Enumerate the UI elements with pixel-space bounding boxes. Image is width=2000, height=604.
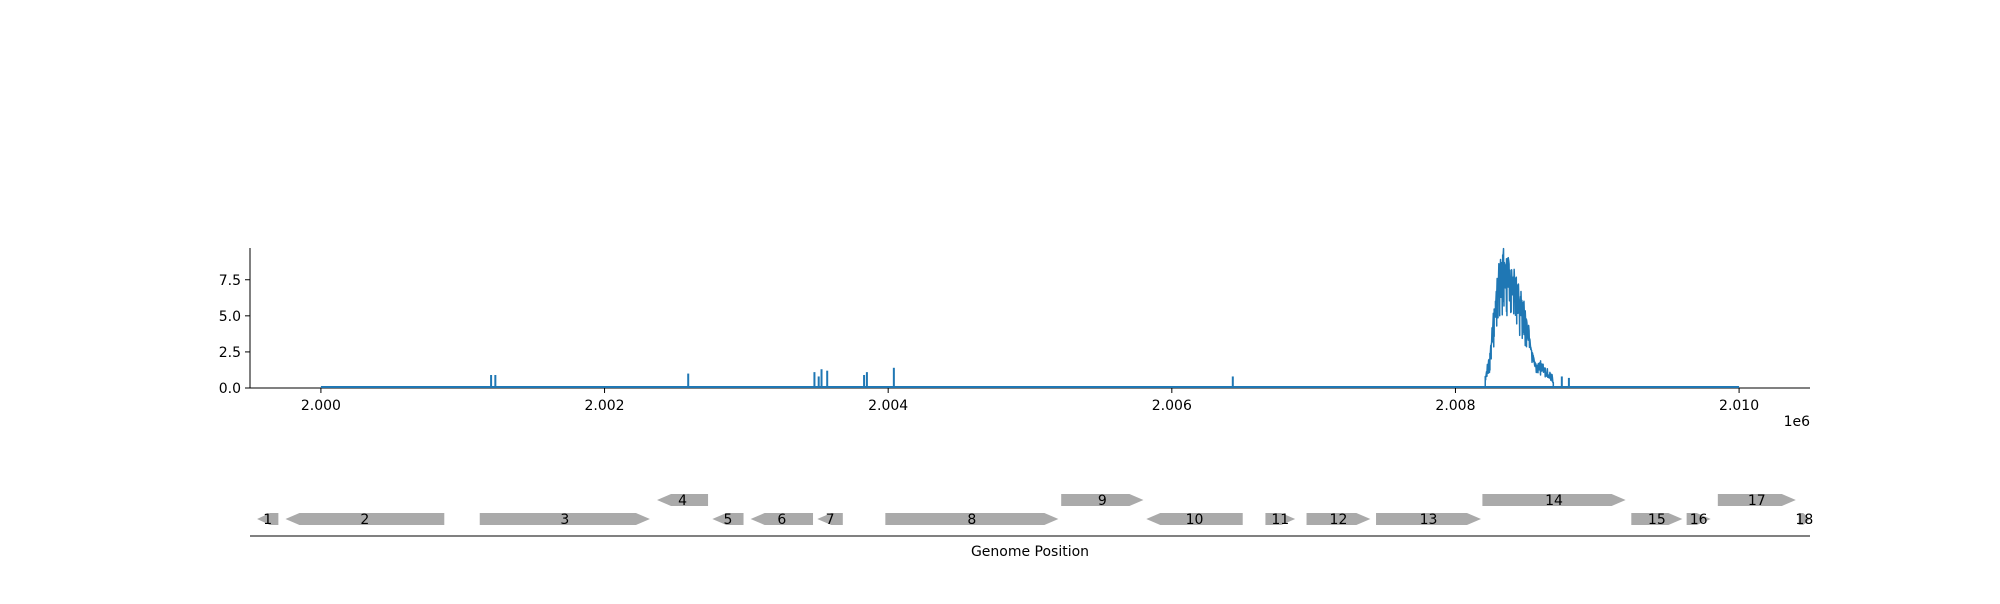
gene-arrow xyxy=(712,513,744,525)
gene-arrow xyxy=(885,513,1059,525)
gene-arrow xyxy=(1798,513,1810,525)
gene-arrow xyxy=(257,513,279,525)
gene-arrow xyxy=(657,494,709,506)
x-tick-label: 2.004 xyxy=(868,398,908,414)
gene-label: 14 xyxy=(1545,493,1563,509)
gene-arrow xyxy=(1717,494,1796,506)
gene-label: 4 xyxy=(678,493,687,509)
gene-arrow xyxy=(1686,513,1711,525)
gene-label: 10 xyxy=(1186,512,1204,528)
gene-label: 6 xyxy=(777,512,786,528)
gene-arrow xyxy=(479,513,650,525)
gene-arrow xyxy=(1376,513,1481,525)
gene-arrow xyxy=(1146,513,1243,525)
gene-label: 11 xyxy=(1271,512,1289,528)
gene-label: 9 xyxy=(1098,493,1107,509)
gene-label: 7 xyxy=(826,512,835,528)
coverage-plot: 0.0 2.5 5.0 7.5 2.000 2.002 2.004 2.006 2.008 2.0… xyxy=(219,247,1811,430)
gene-arrow xyxy=(1631,513,1683,525)
gene-arrow xyxy=(817,513,843,525)
x-tick-label: 2.002 xyxy=(584,398,624,414)
y-tick-label: 0.0 xyxy=(219,381,241,397)
coverage-peak-line xyxy=(1484,247,1555,388)
gene-arrow xyxy=(1306,513,1371,525)
gene-arrow xyxy=(750,513,814,525)
y-tick-label: 7.5 xyxy=(219,273,241,289)
x-tick-label: 2.000 xyxy=(301,398,341,414)
gene-arrow xyxy=(1482,494,1626,506)
gene-label: 3 xyxy=(560,512,569,528)
x-tick-label: 2.008 xyxy=(1435,398,1475,414)
gene-label: 13 xyxy=(1420,512,1438,528)
gene-arrow xyxy=(1061,494,1144,506)
gene-label: 8 xyxy=(967,512,976,528)
y-tick-label: 5.0 xyxy=(219,309,241,325)
x-offset-label: 1e6 xyxy=(1784,414,1811,430)
gene-label: 12 xyxy=(1330,512,1348,528)
x-tick-label: 2.006 xyxy=(1152,398,1192,414)
gene-label: 17 xyxy=(1748,493,1766,509)
gene-label: 2 xyxy=(360,512,369,528)
gene-label: 15 xyxy=(1648,512,1666,528)
gene-label: 16 xyxy=(1690,512,1708,528)
gene-label: 1 xyxy=(263,512,272,528)
y-tick-label: 2.5 xyxy=(219,345,241,361)
gene-label: 18 xyxy=(1795,512,1813,528)
gene-arrow xyxy=(285,513,445,525)
genome-axis-label: Genome Position xyxy=(971,544,1089,560)
gene-arrow xyxy=(1265,513,1296,525)
gene-label: 5 xyxy=(723,512,732,528)
x-tick-label: 2.010 xyxy=(1719,398,1759,414)
